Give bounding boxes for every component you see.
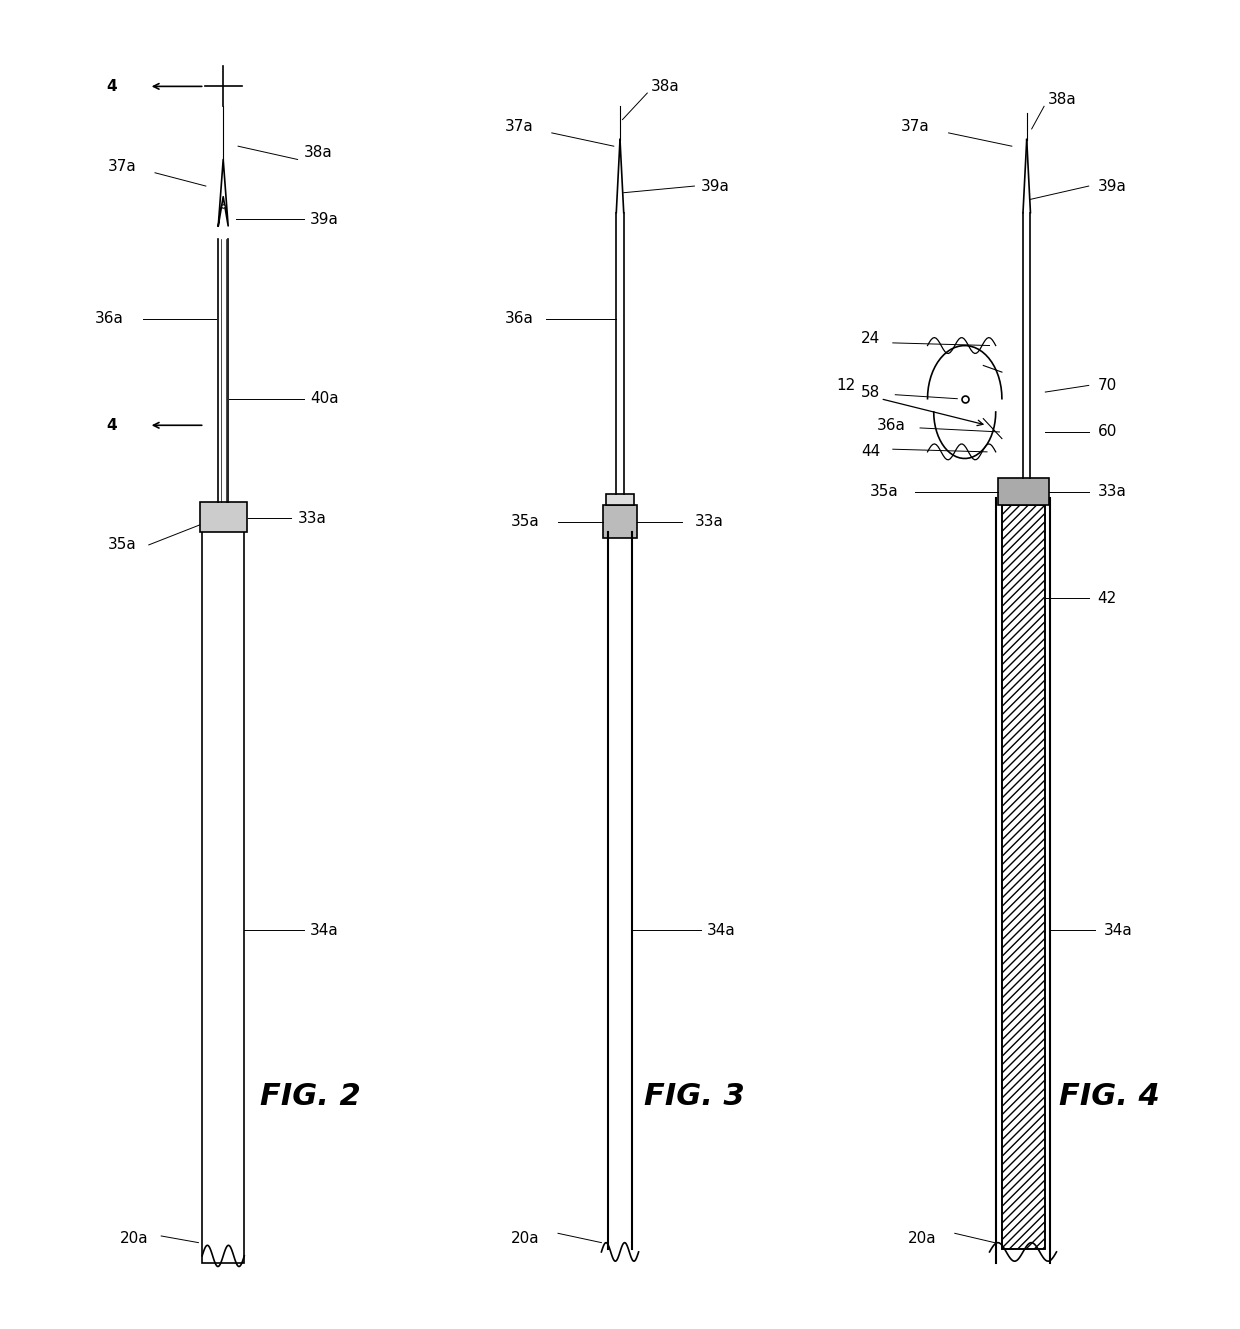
Text: 34a: 34a bbox=[310, 922, 339, 938]
Text: 20a: 20a bbox=[120, 1231, 149, 1247]
Text: 33a: 33a bbox=[298, 510, 326, 526]
Text: 38a: 38a bbox=[1048, 92, 1076, 108]
Text: 37a: 37a bbox=[108, 158, 136, 174]
Bar bbox=[603, 505, 637, 538]
Text: 36a: 36a bbox=[877, 417, 905, 433]
Text: 42: 42 bbox=[1097, 590, 1117, 606]
Text: 33a: 33a bbox=[1097, 484, 1126, 500]
Bar bbox=[200, 502, 247, 532]
Text: 35a: 35a bbox=[870, 484, 899, 500]
Text: 58: 58 bbox=[861, 384, 880, 400]
Text: 34a: 34a bbox=[1104, 922, 1132, 938]
Text: 33a: 33a bbox=[694, 514, 723, 529]
Bar bbox=[1002, 505, 1045, 1249]
Bar bbox=[998, 478, 1049, 505]
Text: FIG. 4: FIG. 4 bbox=[1059, 1082, 1161, 1111]
Text: 70: 70 bbox=[1097, 377, 1117, 393]
Text: 37a: 37a bbox=[901, 118, 930, 134]
Text: 44: 44 bbox=[861, 444, 880, 460]
Text: 24: 24 bbox=[861, 331, 880, 347]
Text: 37a: 37a bbox=[505, 118, 533, 134]
Text: 40a: 40a bbox=[310, 391, 339, 407]
Text: 4: 4 bbox=[107, 78, 117, 94]
Text: 38a: 38a bbox=[304, 145, 332, 161]
Text: 35a: 35a bbox=[511, 514, 539, 529]
Text: 39a: 39a bbox=[1097, 178, 1126, 194]
Text: 34a: 34a bbox=[707, 922, 735, 938]
Text: 36a: 36a bbox=[95, 311, 124, 327]
Text: 35a: 35a bbox=[108, 537, 136, 553]
Text: 60: 60 bbox=[1097, 424, 1117, 440]
Text: 4: 4 bbox=[107, 417, 117, 433]
Text: 39a: 39a bbox=[701, 178, 729, 194]
Bar bbox=[1002, 505, 1045, 1249]
Text: 38a: 38a bbox=[651, 78, 680, 94]
Text: 12: 12 bbox=[836, 377, 856, 393]
Text: 39a: 39a bbox=[310, 211, 339, 227]
Bar bbox=[606, 494, 634, 505]
Text: 20a: 20a bbox=[908, 1231, 936, 1247]
FancyBboxPatch shape bbox=[202, 518, 244, 1263]
Text: 20a: 20a bbox=[511, 1231, 539, 1247]
Text: FIG. 3: FIG. 3 bbox=[644, 1082, 745, 1111]
Text: FIG. 2: FIG. 2 bbox=[259, 1082, 361, 1111]
Text: 36a: 36a bbox=[505, 311, 533, 327]
